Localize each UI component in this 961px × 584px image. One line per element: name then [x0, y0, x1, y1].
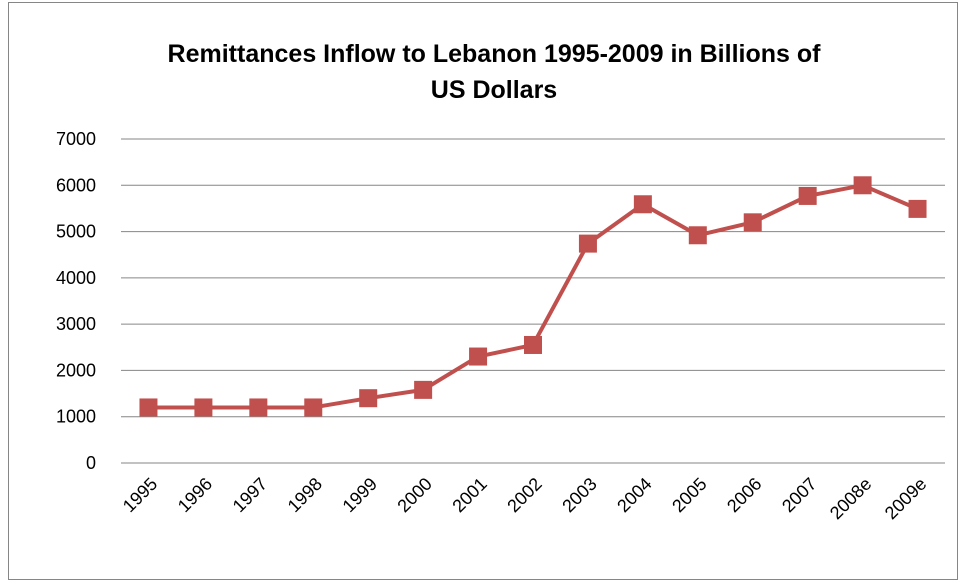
- data-point-2000: [414, 380, 433, 399]
- x-tick-label-1996: 1996: [174, 474, 216, 516]
- x-tick-label-1999: 1999: [339, 474, 381, 516]
- x-tick-label-2005: 2005: [668, 474, 710, 516]
- x-tick-label-2008e: 2008e: [826, 474, 876, 524]
- series: [139, 176, 927, 417]
- gridlines: [121, 138, 945, 464]
- y-axis: 0 1000 2000 3000 4000 5000 6000 7000: [56, 129, 96, 473]
- x-tick-label-1995: 1995: [119, 474, 161, 516]
- x-axis: 1995 1996 1997 1998 1999 2000 2001 2002 2003 2004…: [119, 474, 931, 524]
- y-tick-label-7000: 7000: [56, 129, 96, 149]
- data-point-1995: [139, 398, 158, 417]
- data-point-2008e: [853, 176, 872, 195]
- data-point-2003: [578, 234, 597, 253]
- y-tick-label-0: 0: [86, 453, 96, 473]
- y-tick-label-2000: 2000: [56, 360, 96, 380]
- x-tick-label-2006: 2006: [723, 474, 765, 516]
- data-point-2005: [688, 226, 707, 245]
- chart-title-line-1: Remittances Inflow to Lebanon 1995-2009 …: [168, 40, 822, 68]
- x-tick-label-1998: 1998: [284, 474, 326, 516]
- data-point-2007: [798, 186, 817, 205]
- x-tick-label-1997: 1997: [229, 474, 271, 516]
- chart-title-line-2: US Dollars: [431, 76, 557, 104]
- x-tick-label-2002: 2002: [503, 474, 545, 516]
- data-point-2006: [743, 213, 762, 232]
- y-tick-label-4000: 4000: [56, 268, 96, 288]
- y-tick-label-1000: 1000: [56, 407, 96, 427]
- data-point-2009e: [908, 199, 927, 218]
- y-tick-label-6000: 6000: [56, 175, 96, 195]
- x-tick-label-2001: 2001: [448, 474, 490, 516]
- line-chart: Remittances Inflow to Lebanon 1995-2009 …: [56, 40, 945, 524]
- x-tick-label-2004: 2004: [613, 474, 655, 516]
- x-tick-label-2003: 2003: [558, 474, 600, 516]
- data-point-2004: [633, 195, 652, 214]
- data-point-2002: [524, 335, 542, 354]
- x-tick-label-2009e: 2009e: [881, 474, 931, 524]
- chart-title: Remittances Inflow to Lebanon 1995-2009 …: [168, 40, 822, 104]
- x-tick-label-2007: 2007: [778, 474, 820, 516]
- chart-frame: Remittances Inflow to Lebanon 1995-2009 …: [8, 2, 958, 580]
- data-point-2001: [469, 347, 488, 366]
- y-tick-label-5000: 5000: [56, 222, 96, 242]
- y-tick-label-3000: 3000: [56, 314, 96, 334]
- data-point-1996: [194, 398, 213, 417]
- series-line-0: [148, 183, 919, 410]
- data-point-1997: [249, 398, 268, 417]
- x-tick-label-2000: 2000: [394, 474, 436, 516]
- data-point-1998: [304, 398, 323, 417]
- data-point-1999: [359, 389, 378, 408]
